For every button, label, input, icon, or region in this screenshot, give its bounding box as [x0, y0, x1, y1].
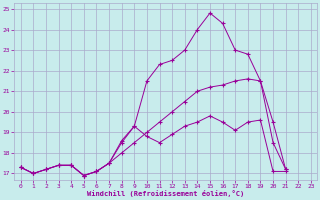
X-axis label: Windchill (Refroidissement éolien,°C): Windchill (Refroidissement éolien,°C) — [87, 190, 244, 197]
